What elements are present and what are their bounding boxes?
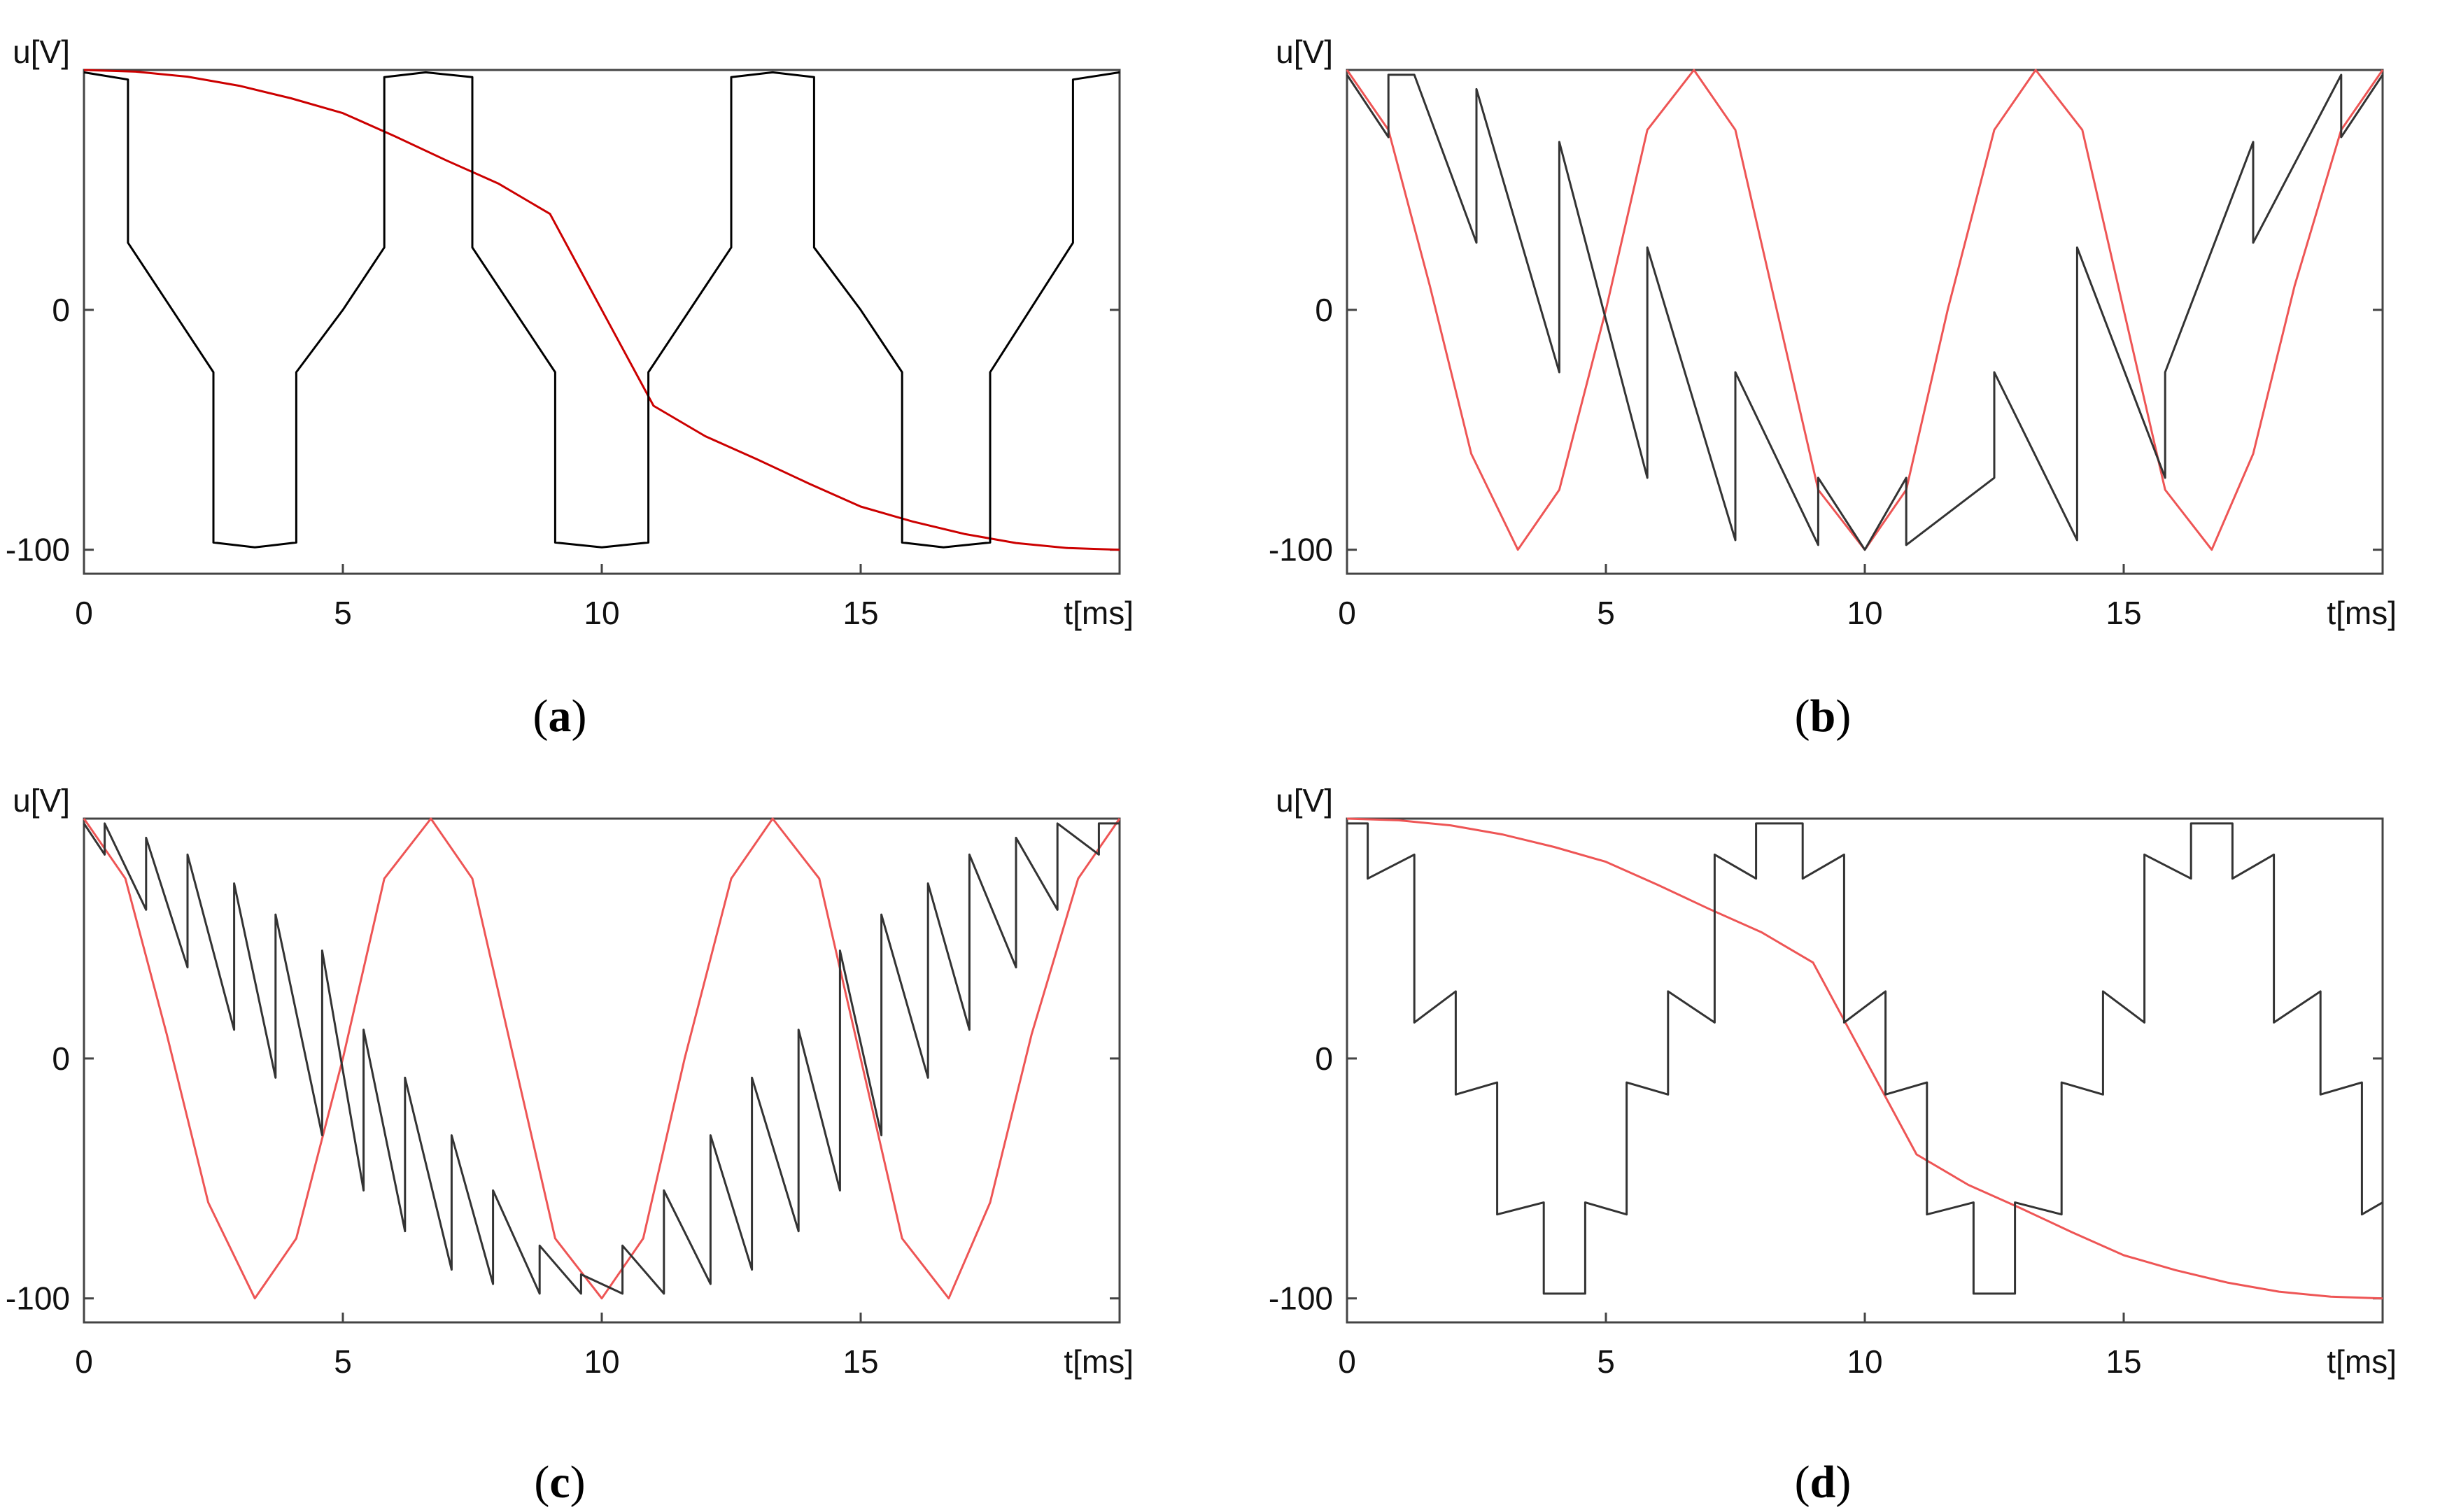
- x-tick-label: 5: [1597, 1343, 1615, 1380]
- caption-close: ): [1835, 691, 1851, 742]
- y-axis-title: u[V]: [1276, 34, 1333, 70]
- y-axis-title: u[V]: [13, 34, 70, 70]
- y-tick-label: -100: [6, 1280, 70, 1317]
- y-axis-title: u[V]: [13, 782, 70, 819]
- panel-caption: (b): [1795, 691, 1852, 742]
- caption-letter: b: [1810, 691, 1836, 742]
- x-axis-title: t[ms]: [1064, 1343, 1134, 1380]
- x-tick-label: 0: [1338, 1343, 1356, 1380]
- series-line-0: [83, 69, 1120, 551]
- x-tick-label: 10: [1847, 1343, 1882, 1380]
- series-line-0: [1346, 69, 2384, 551]
- y-tick-label: 0: [52, 292, 70, 328]
- y-axis-title: u[V]: [1276, 782, 1333, 819]
- y-tick-label: -100: [1269, 532, 1333, 568]
- plot-frame: [1346, 817, 2384, 1324]
- y-tick-label: 0: [1315, 1040, 1333, 1077]
- x-tick-label: 0: [1338, 595, 1356, 631]
- y-tick-label: -100: [1269, 1280, 1333, 1317]
- series-line-1: [83, 71, 1120, 549]
- x-tick-label: 5: [1597, 595, 1615, 631]
- x-tick-label: 10: [1847, 595, 1882, 631]
- x-tick-label: 15: [842, 595, 878, 631]
- caption-letter: c: [549, 1457, 570, 1508]
- plot-frame: [1346, 69, 2384, 575]
- caption-open: (: [534, 1457, 549, 1508]
- x-axis-title: t[ms]: [2327, 595, 2397, 631]
- x-tick-label: 15: [842, 1343, 878, 1380]
- x-tick-label: 10: [584, 1343, 619, 1380]
- x-tick-label: 5: [334, 595, 352, 631]
- x-tick-label: 15: [2106, 1343, 2141, 1380]
- y-tick-label: 0: [1315, 292, 1333, 328]
- x-tick-label: 0: [75, 1343, 93, 1380]
- series-line-1: [1347, 822, 2383, 1295]
- y-tick-label: -100: [6, 532, 70, 568]
- series-line-1: [1346, 73, 2384, 551]
- caption-close: ): [1835, 1457, 1851, 1508]
- caption-letter: a: [549, 691, 572, 742]
- x-axis-title: t[ms]: [1064, 595, 1134, 631]
- caption-letter: d: [1810, 1457, 1836, 1508]
- plot-frame: [83, 817, 1121, 1324]
- caption-open: (: [1795, 1457, 1810, 1508]
- caption-close: ): [572, 691, 587, 742]
- x-tick-label: 15: [2106, 595, 2141, 631]
- x-tick-label: 10: [584, 595, 619, 631]
- panel-caption: (a): [533, 691, 587, 742]
- x-tick-label: 5: [334, 1343, 352, 1380]
- caption-close: ): [570, 1457, 586, 1508]
- panel-caption: (d): [1795, 1457, 1852, 1508]
- caption-open: (: [1795, 691, 1810, 742]
- y-tick-label: 0: [52, 1040, 70, 1077]
- caption-open: (: [533, 691, 549, 742]
- panel-caption: (c): [534, 1457, 585, 1508]
- x-axis-title: t[ms]: [2327, 1343, 2397, 1380]
- series-line-0: [83, 817, 1121, 1300]
- x-tick-label: 0: [75, 595, 93, 631]
- series-line-1: [83, 822, 1120, 1295]
- series-line-0: [1346, 817, 2383, 1300]
- plot-frame: [83, 69, 1121, 575]
